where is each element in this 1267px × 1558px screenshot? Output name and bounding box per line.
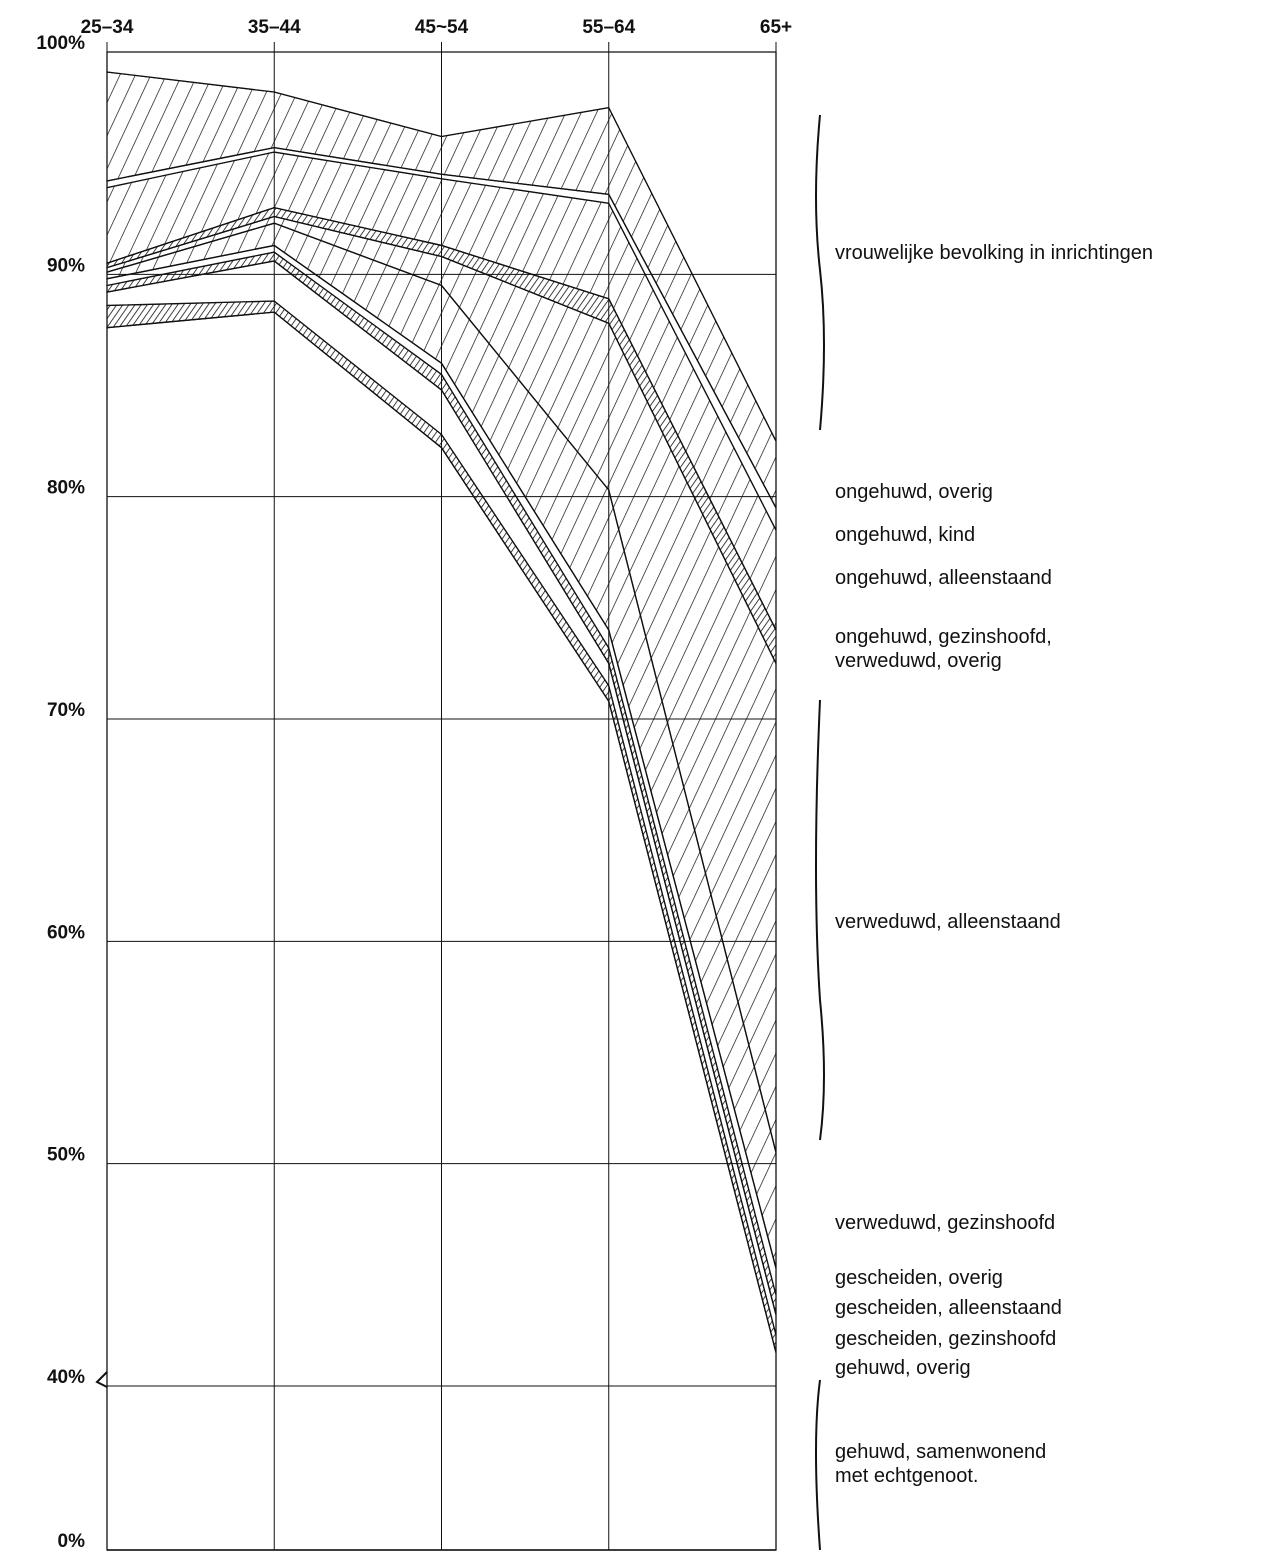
x-tick-label: 45~54 [415, 17, 469, 38]
legend-label: ongehuwd, gezinshoofd, verweduwd, overig [835, 626, 1052, 672]
x-tick-label: 25–34 [81, 17, 134, 38]
legend-label: ongehuwd, overig [835, 481, 993, 503]
legend-label: gescheiden, alleenstaand [835, 1297, 1062, 1319]
legend-label: gehuwd, overig [835, 1357, 971, 1379]
legend-label: gescheiden, overig [835, 1267, 1003, 1289]
legend-label: ongehuwd, alleenstaand [835, 567, 1052, 589]
y-tick-label: 60% [47, 922, 85, 943]
y-tick-label: 50% [47, 1145, 85, 1166]
y-tick-label: 0% [58, 1531, 86, 1552]
y-tick-label: 70% [47, 700, 85, 721]
brace [815, 1379, 821, 1551]
legend-label: vrouwelijke bevolking in inrichtingen [835, 242, 1153, 264]
legend-label: gehuwd, samenwonend met echtgenoot. [835, 1441, 1047, 1487]
legend-label: verweduwd, alleenstaand [835, 911, 1061, 933]
x-tick-label: 65+ [760, 17, 792, 38]
legend-label: ongehuwd, kind [835, 524, 976, 546]
x-tick-label: 55–64 [582, 17, 635, 38]
legend-label: verweduwd, gezinshoofd [835, 1212, 1056, 1234]
legend-label: gescheiden, gezinshoofd [835, 1328, 1057, 1350]
y-tick-label: 40% [47, 1367, 85, 1388]
brace [815, 114, 825, 431]
y-tick-label: 100% [36, 33, 85, 54]
brace [815, 699, 825, 1141]
y-tick-label: 80% [47, 478, 85, 499]
x-tick-label: 35–44 [248, 17, 301, 38]
y-tick-label: 90% [47, 255, 85, 276]
